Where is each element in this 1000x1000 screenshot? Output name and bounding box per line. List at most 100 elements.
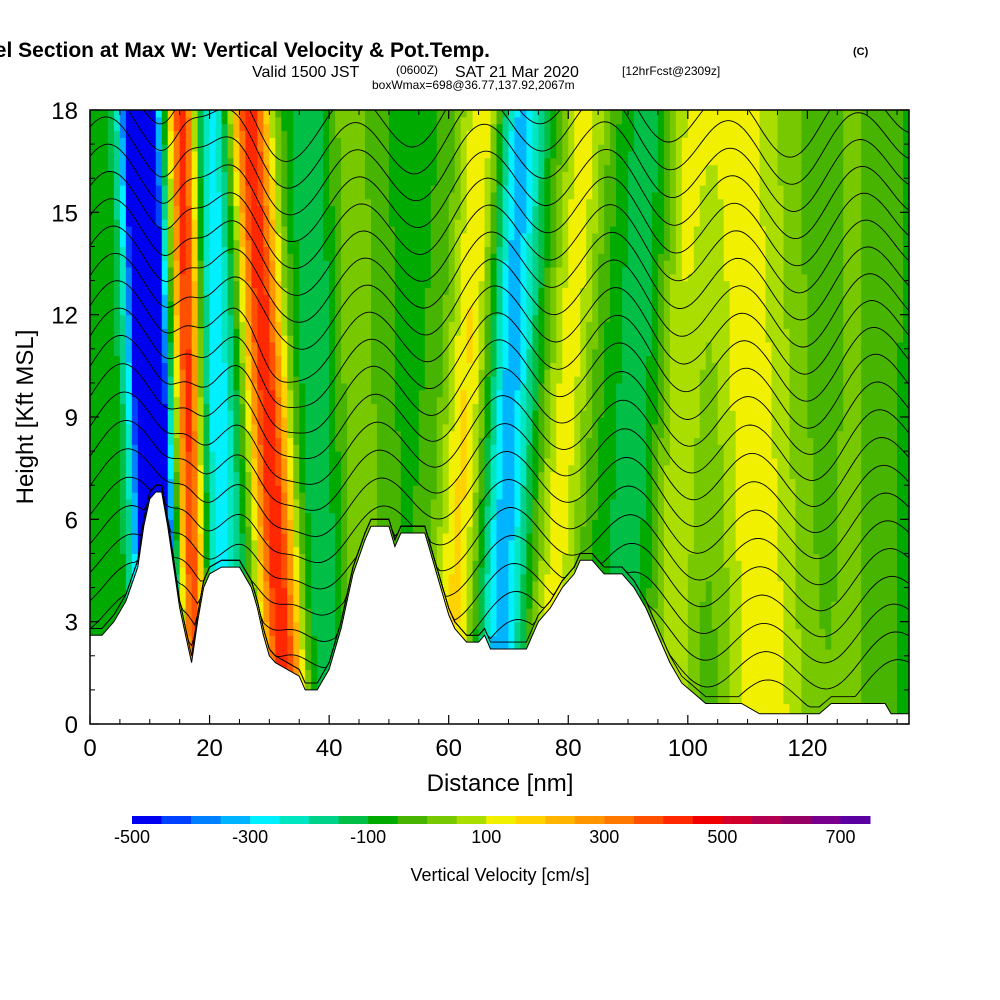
w-cell	[574, 430, 581, 439]
w-cell	[400, 512, 414, 520]
w-cell	[179, 239, 187, 248]
w-cell	[335, 526, 342, 534]
w-cell	[275, 273, 282, 282]
w-cell	[323, 232, 336, 241]
w-cell	[604, 369, 623, 377]
w-cell	[789, 382, 808, 391]
w-cell	[197, 532, 205, 541]
w-cell	[233, 505, 241, 514]
w-cell	[861, 492, 898, 500]
w-cell	[299, 539, 306, 548]
w-cell	[723, 266, 767, 275]
w-cell	[496, 239, 504, 248]
w-cell	[717, 362, 731, 370]
w-cell	[125, 246, 133, 254]
w-cell	[544, 389, 551, 398]
w-cell	[837, 573, 862, 582]
w-cell	[185, 396, 193, 404]
w-cell	[490, 567, 498, 575]
w-cell	[693, 444, 725, 452]
w-cell	[239, 567, 247, 575]
w-cell	[490, 573, 498, 582]
w-cell	[580, 355, 587, 364]
w-cell	[651, 246, 665, 254]
w-cell	[179, 464, 187, 473]
w-cell	[269, 382, 276, 391]
w-cell	[556, 444, 575, 452]
w-cell	[90, 608, 127, 616]
w-cell	[897, 594, 909, 602]
w-cell	[580, 335, 587, 343]
w-cell	[305, 580, 312, 589]
w-cell	[233, 546, 241, 555]
w-cell	[275, 628, 288, 636]
w-cell	[705, 355, 713, 364]
w-cell	[783, 580, 797, 589]
w-cell	[90, 498, 121, 507]
w-cell	[191, 348, 199, 357]
w-cell	[681, 253, 695, 261]
w-cell	[370, 253, 396, 261]
w-cell	[191, 314, 199, 323]
w-cell	[502, 430, 516, 439]
w-cell	[179, 396, 187, 404]
w-cell	[651, 328, 659, 336]
w-cell	[610, 519, 641, 527]
w-cell	[90, 335, 115, 343]
w-cell	[723, 239, 767, 248]
w-cell	[370, 294, 396, 302]
w-cell	[161, 321, 169, 329]
w-cell	[430, 253, 450, 261]
w-cell	[598, 505, 611, 514]
w-cell	[472, 478, 480, 486]
w-cell	[538, 232, 545, 241]
w-cell	[287, 553, 294, 561]
w-cell	[305, 628, 312, 636]
w-cell	[257, 519, 264, 527]
w-cell	[125, 478, 133, 486]
w-cell	[520, 526, 527, 534]
w-cell	[233, 417, 241, 425]
w-cell	[335, 614, 342, 623]
w-cell	[532, 492, 539, 500]
w-cell	[478, 492, 486, 500]
w-cell	[209, 232, 223, 241]
w-cell	[257, 580, 264, 589]
w-cell	[538, 464, 545, 473]
w-cell	[263, 464, 276, 473]
w-cell	[490, 287, 498, 295]
w-cell	[514, 526, 522, 534]
w-cell	[604, 355, 623, 364]
w-cell	[251, 307, 258, 316]
w-cell	[508, 628, 516, 636]
w-cell	[514, 553, 522, 561]
w-cell	[299, 396, 306, 404]
w-cell	[245, 266, 253, 275]
w-cell	[125, 287, 133, 295]
w-cell	[311, 512, 336, 520]
w-cell	[514, 423, 522, 432]
w-cell	[257, 294, 270, 302]
w-cell	[843, 376, 862, 384]
w-cell	[466, 546, 474, 555]
w-cell	[478, 526, 486, 534]
w-cell	[370, 307, 396, 316]
w-cell	[185, 348, 193, 357]
w-cell	[227, 355, 235, 364]
title-copyright: (C)	[853, 46, 869, 58]
w-cell	[227, 260, 235, 268]
w-cell	[275, 321, 282, 329]
w-cell	[293, 587, 300, 595]
w-cell	[281, 362, 288, 370]
w-cell	[197, 587, 205, 595]
w-cell	[227, 410, 235, 418]
w-cell	[538, 567, 551, 575]
w-cell	[221, 287, 229, 295]
w-cell	[903, 294, 909, 302]
w-cell	[663, 553, 689, 561]
w-cell	[562, 287, 581, 295]
w-cell	[233, 232, 241, 241]
w-cell	[681, 225, 695, 234]
w-cell	[550, 492, 569, 500]
w-cell	[556, 403, 575, 411]
